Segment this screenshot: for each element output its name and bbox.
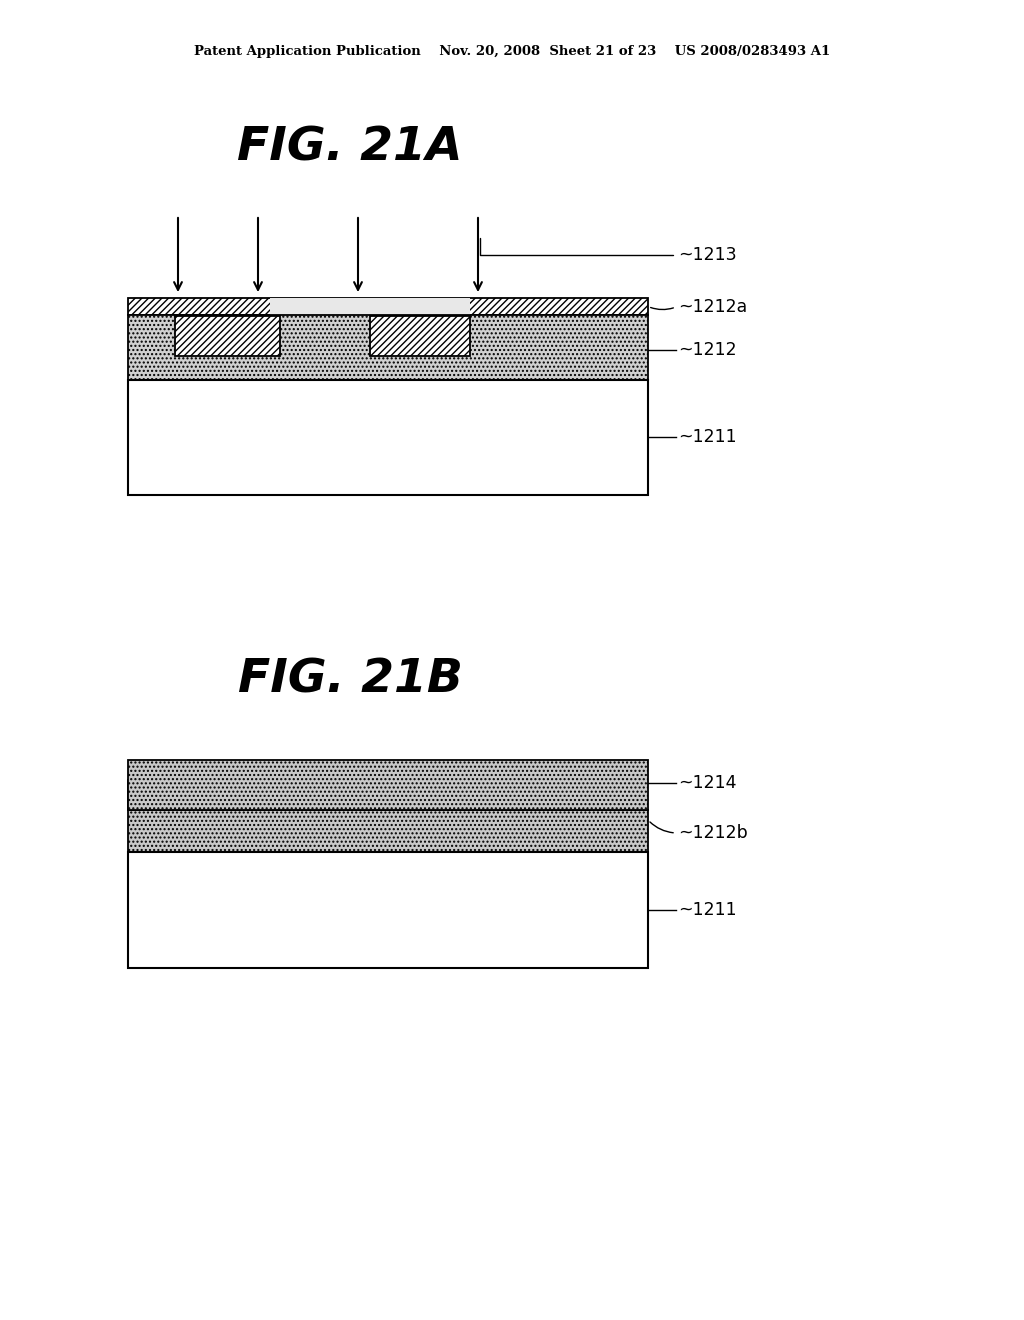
Text: ~1212a: ~1212a xyxy=(678,298,748,315)
Text: ~1212b: ~1212b xyxy=(678,824,748,842)
Text: ~1213: ~1213 xyxy=(678,246,736,264)
Bar xyxy=(175,315,280,356)
Bar xyxy=(128,760,648,810)
Text: ~1212: ~1212 xyxy=(678,341,736,359)
Bar xyxy=(128,780,248,810)
Bar xyxy=(298,780,398,810)
Text: ~1214: ~1214 xyxy=(678,774,736,792)
Bar xyxy=(449,780,548,810)
Text: ~1211: ~1211 xyxy=(678,902,736,919)
Text: FIG. 21A: FIG. 21A xyxy=(238,125,463,170)
Text: Patent Application Publication    Nov. 20, 2008  Sheet 21 of 23    US 2008/02834: Patent Application Publication Nov. 20, … xyxy=(194,45,830,58)
Bar xyxy=(270,298,470,315)
Bar xyxy=(370,315,470,356)
Bar xyxy=(128,315,648,380)
Bar xyxy=(128,851,648,968)
Bar xyxy=(128,810,648,851)
Bar xyxy=(128,380,648,495)
Bar xyxy=(128,298,648,315)
Text: FIG. 21B: FIG. 21B xyxy=(238,657,463,702)
Text: ~1211: ~1211 xyxy=(678,428,736,446)
